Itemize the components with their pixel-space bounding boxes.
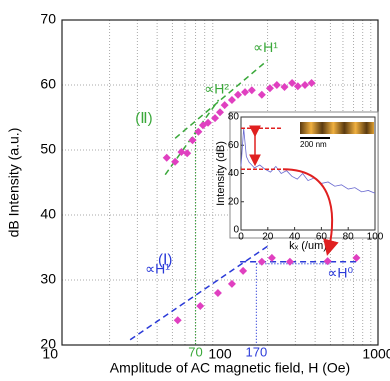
data-point <box>216 108 224 116</box>
x-tick-label: 10 <box>42 346 58 362</box>
data-point <box>273 81 281 89</box>
data-point <box>281 83 289 91</box>
y-tick-label: 60 <box>40 76 56 92</box>
inset-x-tick-label: 80 <box>343 232 355 243</box>
data-point <box>228 280 236 288</box>
inset-x-label: kₓ (/um) <box>289 240 327 252</box>
fit-line <box>130 245 269 340</box>
y-tick-label: 70 <box>40 11 56 27</box>
inset-y-tick-label: 0 <box>233 225 239 236</box>
fit-label: ∝H¹ <box>253 39 278 55</box>
data-point <box>234 91 242 99</box>
inset-x-tick-label: 20 <box>262 232 274 243</box>
inset-y-tick-label: 20 <box>228 196 240 207</box>
inset-x-tick-label: 0 <box>238 232 244 243</box>
data-point <box>308 79 316 87</box>
fit-label: ∝H⁰ <box>327 265 353 281</box>
y-axis-label: dB Intensity (a.u.) <box>6 128 22 238</box>
y-tick-label: 50 <box>40 141 56 157</box>
chart: 20 30 40 50 60 70 10 100 1000 Amplitude of AC mag… <box>0 0 390 381</box>
data-point <box>214 289 222 297</box>
data-point <box>174 316 182 324</box>
region-label: (Ⅰ) <box>158 251 172 268</box>
data-point <box>301 81 309 89</box>
data-point <box>248 86 256 94</box>
data-point <box>268 254 276 262</box>
afm-image <box>300 122 374 134</box>
ref-label: 70 <box>188 344 202 359</box>
data-point <box>239 267 247 275</box>
y-tick-label: 30 <box>40 271 56 287</box>
data-point <box>228 96 236 104</box>
x-axis-label: Amplitude of AC magnetic field, H (Oe) <box>110 360 350 376</box>
data-point <box>183 149 191 157</box>
inset-y-tick-label: 60 <box>228 140 240 151</box>
y-tick-label: 40 <box>40 206 56 222</box>
ref-label: 170 <box>246 344 268 359</box>
data-point <box>211 114 219 122</box>
region-label: (Ⅱ) <box>135 110 152 127</box>
data-point <box>258 258 266 266</box>
data-point <box>241 88 249 96</box>
data-point <box>258 91 266 99</box>
data-point <box>221 101 229 109</box>
data-point <box>286 258 294 266</box>
inset-x-tick-label: 100 <box>367 232 384 243</box>
inset-y-label: Intensity (dB) <box>215 141 227 206</box>
inset-y-tick-label: 40 <box>228 168 240 179</box>
data-point <box>196 302 204 310</box>
data-point <box>163 154 171 162</box>
scale-label: 200 nm <box>300 140 327 149</box>
fit-label: ∝H² <box>204 81 229 97</box>
inset-y-tick-label: 80 <box>228 112 240 123</box>
x-tick-label: 1000 <box>362 346 390 362</box>
